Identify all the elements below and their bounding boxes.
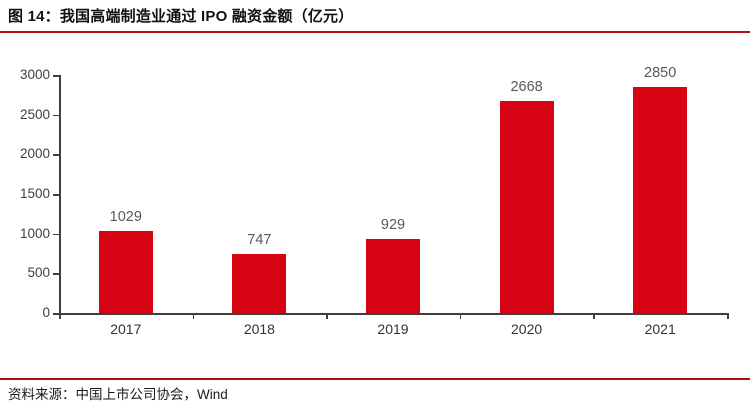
y-axis-tick-label: 1000 — [19, 225, 50, 241]
y-axis-tick-label: 2000 — [19, 146, 50, 162]
y-axis-tick — [53, 114, 59, 117]
figure-header: 图 14：我国高端制造业通过 IPO 融资金额（亿元） — [0, 0, 750, 33]
value-label-2017: 1029 — [109, 209, 142, 226]
figure-title: 图 14：我国高端制造业通过 IPO 融资金额（亿元） — [8, 8, 354, 25]
y-axis-tick — [53, 273, 59, 275]
x-axis-tick — [326, 314, 328, 319]
value-label-2019: 929 — [380, 217, 406, 234]
y-axis-tick — [53, 154, 59, 156]
y-axis-tick — [53, 313, 59, 315]
value-label-2018: 747 — [247, 231, 272, 248]
y-axis-tick — [53, 194, 59, 196]
y-axis-tick-label: 3000 — [19, 67, 50, 82]
x-axis-tick — [727, 314, 729, 319]
bar-2020 — [499, 101, 554, 313]
y-axis-tick-label: 2500 — [19, 106, 50, 122]
x-axis-label-2019: 2019 — [377, 321, 409, 337]
source-note: 资料来源：中国上市公司协会，Wind — [8, 387, 228, 402]
y-axis-tick — [53, 233, 59, 236]
bar-2019 — [366, 239, 420, 313]
y-axis-tick-label: 500 — [27, 265, 50, 281]
y-axis-tick-label: 0 — [42, 305, 50, 320]
y-axis-tick-label: 1500 — [19, 186, 50, 201]
bar-2021 — [633, 86, 688, 313]
x-axis-label-2017: 2017 — [110, 321, 142, 337]
x-axis-tick — [59, 314, 61, 319]
x-axis-tick — [593, 314, 595, 319]
footer-divider — [0, 378, 750, 380]
x-axis-label-2021: 2021 — [644, 321, 676, 337]
bar-2017 — [98, 231, 153, 313]
x-axis-label-2018: 2018 — [243, 321, 275, 337]
value-label-2020: 2668 — [510, 79, 543, 96]
x-axis-line — [59, 313, 729, 315]
y-axis-line — [59, 75, 61, 313]
y-axis-tick — [53, 75, 59, 77]
x-axis-tick — [192, 314, 195, 319]
x-axis-tick — [459, 314, 462, 319]
x-axis-label-2020: 2020 — [511, 321, 543, 337]
value-label-2021: 2850 — [644, 64, 677, 81]
bar-2018 — [232, 253, 287, 313]
